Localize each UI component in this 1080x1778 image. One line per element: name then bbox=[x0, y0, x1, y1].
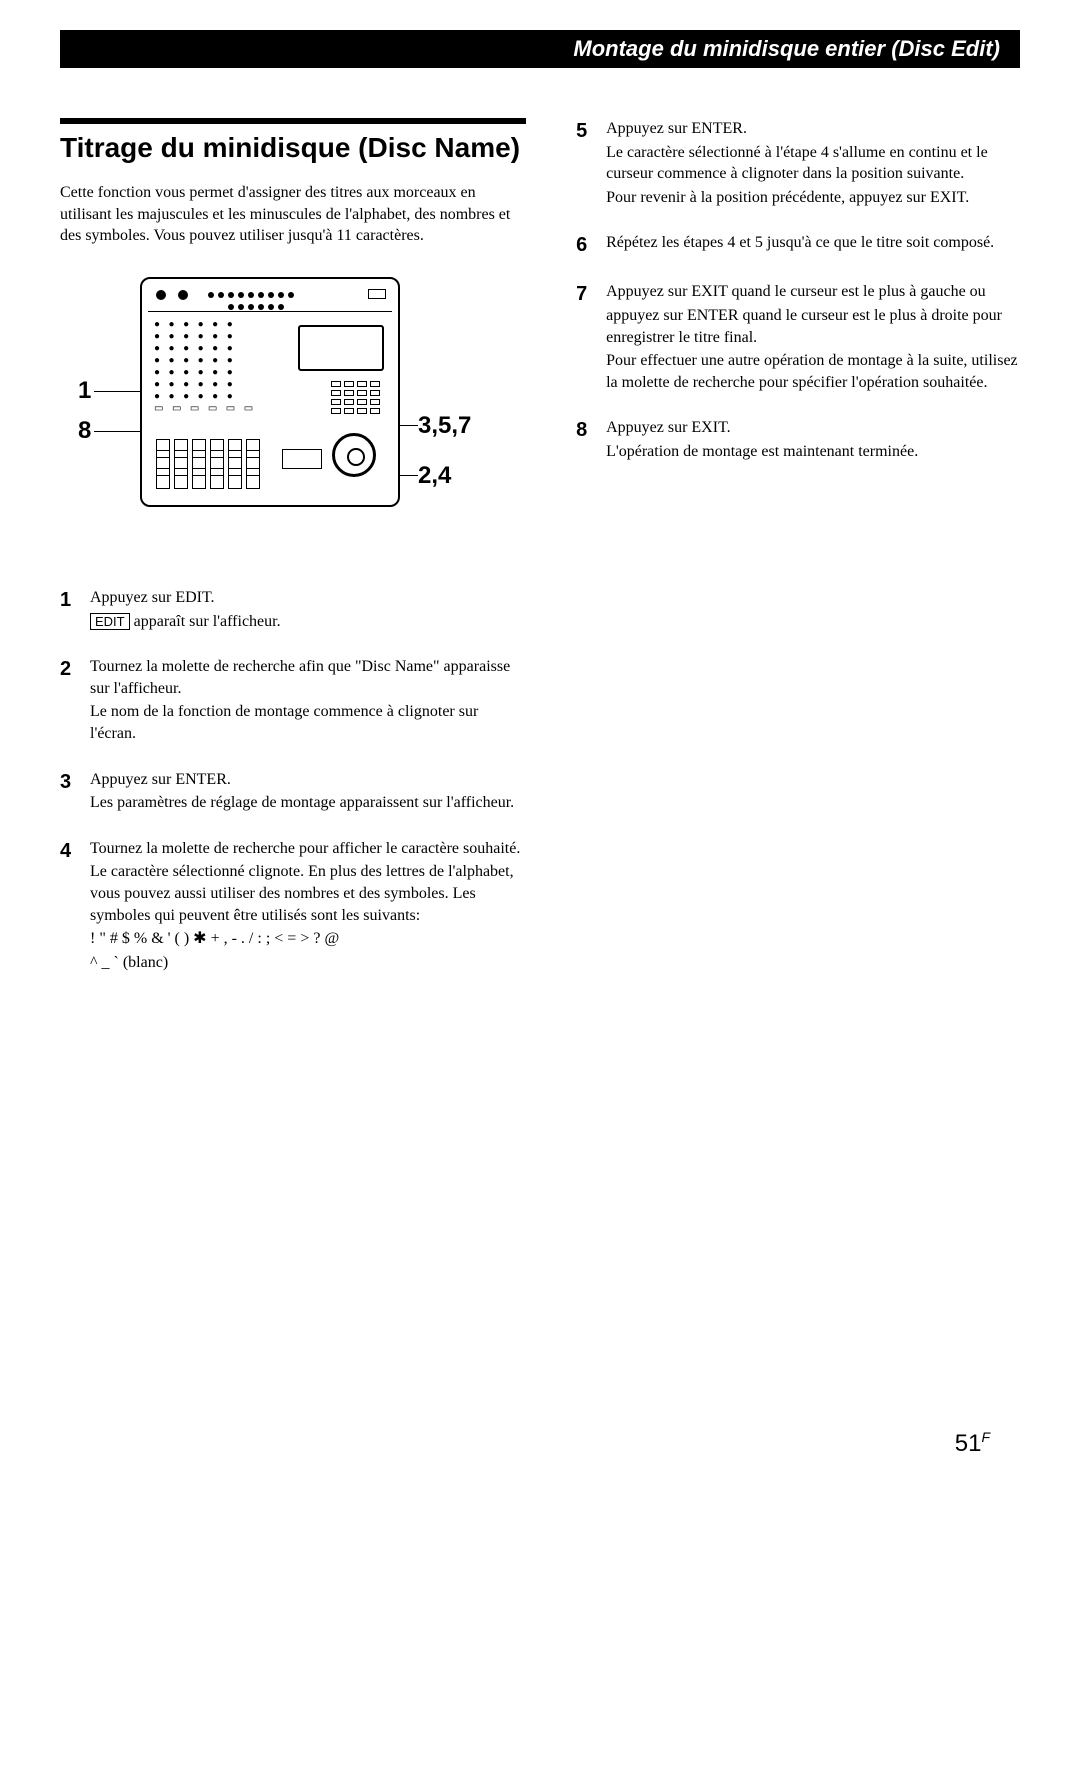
section-title: Titrage du minidisque (Disc Name) bbox=[60, 132, 526, 164]
step-number: 4 bbox=[60, 838, 90, 976]
steps-left: 1 Appuyez sur EDIT. EDIT apparaît sur l'… bbox=[60, 587, 526, 975]
device-diagram: ● ● ● ● ● ● ● ● ● ● ● ● ● ● ● ● ● ● ● ● … bbox=[60, 277, 526, 547]
device-outline: ● ● ● ● ● ● ● ● ● ● ● ● ● ● ● ● ● ● ● ● … bbox=[140, 277, 400, 507]
step-text: Appuyez sur EXIT quand le curseur est le… bbox=[606, 281, 1020, 303]
step-7: 7 Appuyez sur EXIT quand le curseur est … bbox=[576, 281, 1020, 395]
step-3: 3 Appuyez sur ENTER. Les paramètres de r… bbox=[60, 769, 526, 816]
title-rule bbox=[60, 118, 526, 124]
step-number: 5 bbox=[576, 118, 606, 210]
left-column: Titrage du minidisque (Disc Name) Cette … bbox=[60, 118, 526, 997]
section-intro: Cette fonction vous permet d'assigner de… bbox=[60, 182, 526, 247]
step-text: Tournez la molette de recherche pour aff… bbox=[90, 838, 526, 860]
callout-1: 1 bbox=[78, 377, 91, 405]
step-text: L'opération de montage est maintenant te… bbox=[606, 441, 1020, 463]
step-text: Les paramètres de réglage de montage app… bbox=[90, 792, 526, 814]
step-text: Le nom de la fonction de montage commenc… bbox=[90, 701, 526, 744]
step-text: Appuyez sur ENTER. bbox=[90, 769, 526, 791]
step-number: 6 bbox=[576, 232, 606, 259]
callout-24: 2,4 bbox=[418, 462, 451, 490]
callout-8: 8 bbox=[78, 417, 91, 445]
step-text: Pour revenir à la position précédente, a… bbox=[606, 187, 1020, 209]
step-number: 7 bbox=[576, 281, 606, 395]
step-text: Le caractère sélectionné clignote. En pl… bbox=[90, 861, 526, 926]
step-1: 1 Appuyez sur EDIT. EDIT apparaît sur l'… bbox=[60, 587, 526, 634]
step-number: 2 bbox=[60, 656, 90, 746]
steps-right: 5 Appuyez sur ENTER. Le caractère sélect… bbox=[576, 118, 1020, 465]
boxed-label: EDIT bbox=[90, 613, 130, 631]
step-text: Appuyez sur EXIT. bbox=[606, 417, 1020, 439]
step-number: 8 bbox=[576, 417, 606, 464]
step-text: Tournez la molette de recherche afin que… bbox=[90, 656, 526, 699]
step-text: EDIT apparaît sur l'afficheur. bbox=[90, 611, 526, 633]
device-screen bbox=[298, 325, 384, 371]
step-4: 4 Tournez la molette de recherche pour a… bbox=[60, 838, 526, 976]
step-2: 2 Tournez la molette de recherche afin q… bbox=[60, 656, 526, 746]
step-text: Le caractère sélectionné à l'étape 4 s'a… bbox=[606, 142, 1020, 185]
step-text: Appuyez sur ENTER. bbox=[606, 118, 1020, 140]
right-column: 5 Appuyez sur ENTER. Le caractère sélect… bbox=[576, 118, 1020, 997]
jog-wheel bbox=[332, 433, 376, 477]
step-text: Pour effectuer une autre opération de mo… bbox=[606, 350, 1020, 393]
page-number: 51F bbox=[955, 1429, 990, 1458]
step-text: ^ _ ` (blanc) bbox=[90, 952, 526, 974]
step-5: 5 Appuyez sur ENTER. Le caractère sélect… bbox=[576, 118, 1020, 210]
header-bar: Montage du minidisque entier (Disc Edit) bbox=[60, 30, 1020, 68]
step-6: 6 Répétez les étapes 4 et 5 jusqu'à ce q… bbox=[576, 232, 1020, 259]
step-text: Appuyez sur EDIT. bbox=[90, 587, 526, 609]
step-number: 1 bbox=[60, 587, 90, 634]
step-8: 8 Appuyez sur EXIT. L'opération de monta… bbox=[576, 417, 1020, 464]
content-columns: Titrage du minidisque (Disc Name) Cette … bbox=[60, 118, 1020, 997]
step-text: appuyez sur ENTER quand le curseur est l… bbox=[606, 305, 1020, 348]
header-title: Montage du minidisque entier (Disc Edit) bbox=[573, 36, 1000, 61]
step-text: Répétez les étapes 4 et 5 jusqu'à ce que… bbox=[606, 232, 1020, 254]
callout-357: 3,5,7 bbox=[418, 412, 471, 440]
step-number: 3 bbox=[60, 769, 90, 816]
step-text: ! " # $ % & ' ( ) ✱ + , - . / : ; < = > … bbox=[90, 928, 526, 950]
